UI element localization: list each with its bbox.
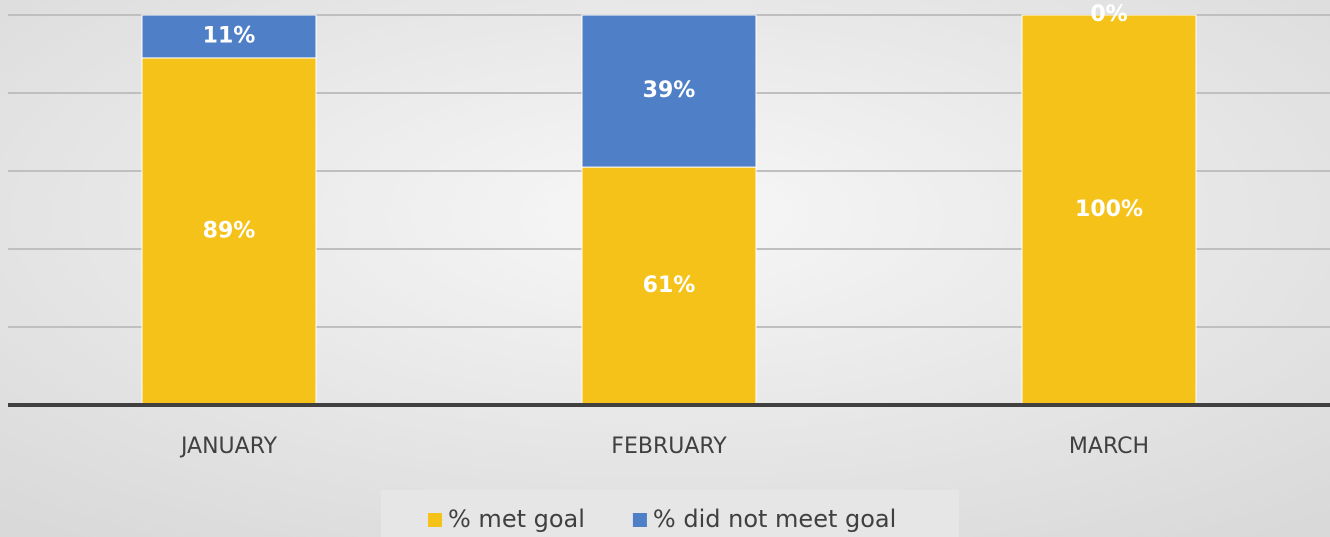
data-label: 61% [643,273,696,298]
x-tick-label: MARCH [1069,434,1149,459]
bar-segment [141,14,317,59]
data-label: 89% [203,218,256,243]
bars: 89% 11% JANUARY 61% 39% FEBRUARY 100% 0% MARCH [141,2,1197,459]
data-label: 0% [1090,2,1127,27]
x-tick-label: FEBRUARY [611,434,727,459]
data-label: 11% [203,23,256,48]
legend-label: % met goal [448,505,585,533]
bar-segment [581,14,757,168]
legend-swatch [632,513,647,527]
legend-label: % did not meet goal [653,505,896,533]
data-label: 39% [643,78,696,103]
legend-box [381,490,959,537]
legend-swatch [428,513,442,527]
bar-segment [1021,14,1197,406]
bar-segment [141,57,317,406]
x-tick-label: JANUARY [179,434,278,459]
data-label: 100% [1075,197,1143,222]
legend: % met goal % did not meet goal [428,505,896,533]
